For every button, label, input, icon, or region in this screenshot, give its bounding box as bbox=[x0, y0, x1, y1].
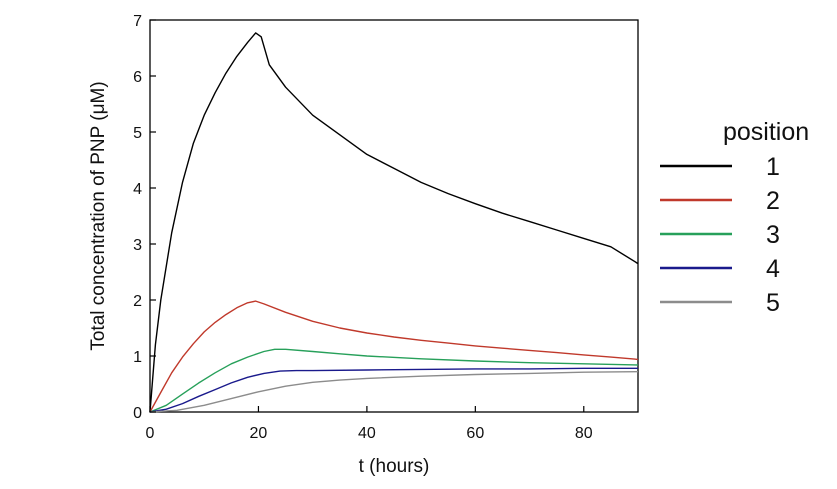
legend: position 1 2 3 4 5 bbox=[660, 118, 809, 317]
y-tick-label: 3 bbox=[133, 237, 142, 254]
series-line-1 bbox=[149, 32, 639, 413]
y-tick-label: 7 bbox=[133, 13, 142, 30]
x-tick-label: 20 bbox=[250, 425, 268, 442]
y-tick-label: 5 bbox=[133, 125, 142, 142]
y-tick-label: 1 bbox=[133, 349, 142, 366]
y-tick-label: 6 bbox=[133, 69, 142, 86]
legend-title: position bbox=[723, 118, 809, 146]
legend-label-2: 2 bbox=[766, 187, 780, 215]
y-tick-label: 2 bbox=[133, 293, 142, 310]
x-axis: 0 20 40 60 80 bbox=[146, 406, 593, 442]
x-tick-label: 60 bbox=[466, 425, 484, 442]
series-line-5 bbox=[149, 371, 639, 413]
legend-label-5: 5 bbox=[766, 289, 780, 317]
plot-frame bbox=[149, 19, 639, 413]
series-layer bbox=[149, 32, 639, 413]
x-tick-label: 40 bbox=[358, 425, 376, 442]
legend-label-4: 4 bbox=[766, 255, 780, 283]
x-axis-title: t (hours) bbox=[359, 456, 430, 477]
legend-label-3: 3 bbox=[766, 221, 780, 249]
y-axis: 0 1 2 3 4 5 6 7 bbox=[133, 13, 156, 422]
series-line-2 bbox=[149, 300, 639, 413]
y-tick-label: 0 bbox=[133, 405, 142, 422]
y-tick-label: 4 bbox=[133, 181, 142, 198]
x-tick-label: 0 bbox=[146, 425, 155, 442]
x-tick-label: 80 bbox=[575, 425, 593, 442]
y-axis-title: Total concentration of PNP (μM) bbox=[88, 81, 109, 350]
series-line-4 bbox=[149, 367, 638, 413]
legend-label-1: 1 bbox=[766, 153, 780, 181]
series-line-3 bbox=[149, 348, 639, 413]
